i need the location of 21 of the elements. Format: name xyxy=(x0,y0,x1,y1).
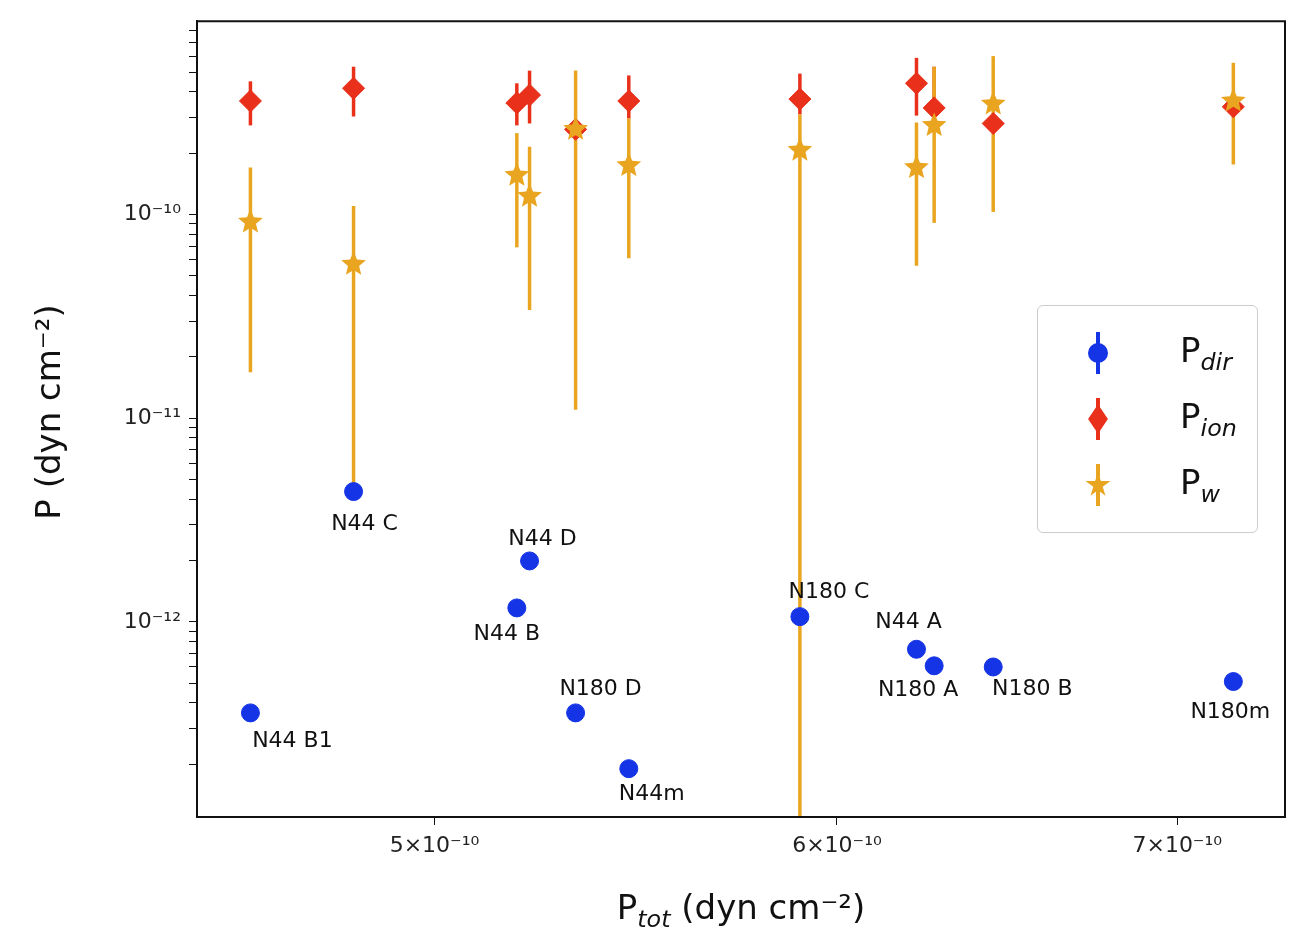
annotation: N180 D xyxy=(559,674,642,700)
annotation: N44 A xyxy=(875,607,942,633)
y-tick-label: 10⁻¹⁰ xyxy=(123,200,182,226)
legend-label: P$_{dir}$ xyxy=(1180,330,1233,376)
annotation: N44m xyxy=(618,780,685,806)
legend-label: P$_{w}$ xyxy=(1180,462,1220,508)
annotation: N44 B xyxy=(473,619,541,645)
y-tick-label: 10⁻¹¹ xyxy=(123,403,181,429)
x-axis-title: P$_{tot}$ (dyn cm⁻²) xyxy=(616,887,866,933)
y-axis-title: P (dyn cm⁻²) xyxy=(28,304,68,520)
y-tick-label: 10⁻¹² xyxy=(123,607,181,633)
annotation: N180 A xyxy=(877,675,959,701)
annotation: N44 D xyxy=(508,524,577,550)
annotation: N44 C xyxy=(331,510,398,536)
x-tick-label: 6×10⁻¹⁰ xyxy=(792,831,882,857)
x-tick-label: 7×10⁻¹⁰ xyxy=(1132,831,1223,857)
legend-label: P$_{ion}$ xyxy=(1180,396,1237,442)
annotation: N180 B xyxy=(991,674,1073,700)
annotation: N44 B1 xyxy=(252,726,333,752)
annotation: N180m xyxy=(1190,698,1271,724)
x-tick-label: 5×10⁻¹⁰ xyxy=(389,831,480,857)
